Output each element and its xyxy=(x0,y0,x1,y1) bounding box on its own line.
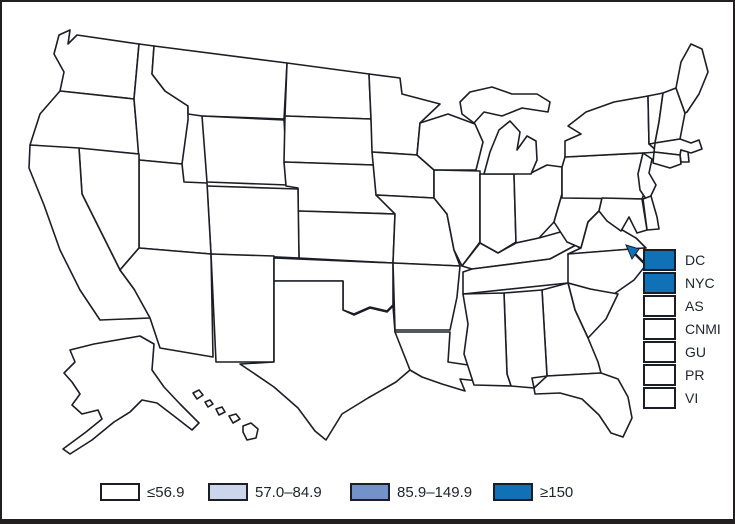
contiguous-states xyxy=(28,29,709,441)
territory-row-as: AS xyxy=(643,295,721,317)
legend-item-1: ≤56.9 xyxy=(100,483,184,501)
territory-box-cnmi xyxy=(643,318,676,340)
state-nm xyxy=(210,253,275,363)
legend-swatch-1 xyxy=(100,483,140,501)
alaska xyxy=(62,335,200,455)
territory-label-nyc: NYC xyxy=(685,275,715,291)
hawaii-island xyxy=(192,389,204,400)
state-fl xyxy=(533,372,633,438)
territory-box-as xyxy=(643,295,676,317)
legend-label-2: 57.0–84.9 xyxy=(255,483,322,501)
territory-row-nyc: NYC xyxy=(643,272,721,294)
legend-item-4: ≥150 xyxy=(493,483,573,501)
state-co xyxy=(206,185,300,259)
legend-label-4: ≥150 xyxy=(540,483,574,501)
legend-label-1: ≤56.9 xyxy=(147,483,185,501)
state-wa xyxy=(53,29,140,100)
territory-row-gu: GU xyxy=(643,341,721,363)
territory-box-vi xyxy=(643,387,676,409)
state-ms xyxy=(462,292,512,387)
state-wi xyxy=(416,113,484,171)
state-ut xyxy=(138,159,212,255)
state-pa xyxy=(561,152,647,200)
territory-row-vi: VI xyxy=(643,387,721,409)
state-oh xyxy=(513,164,563,244)
territory-box-pr xyxy=(643,364,676,386)
state-me xyxy=(675,43,709,114)
state-sd xyxy=(283,115,375,166)
state-md xyxy=(598,197,648,234)
territory-label-cnmi: CNMI xyxy=(685,321,721,337)
territory-box-gu xyxy=(643,341,676,363)
state-in xyxy=(479,173,517,254)
state-la xyxy=(394,331,479,392)
hawaii-island xyxy=(215,406,226,416)
territory-row-cnmi: CNMI xyxy=(643,318,721,340)
legend-swatch-2 xyxy=(208,483,248,501)
territory-row-dc: DC xyxy=(643,249,721,271)
state-tx xyxy=(239,280,411,441)
state-or xyxy=(29,90,140,155)
legend-swatch-3 xyxy=(350,483,390,501)
territory-box-nyc xyxy=(643,272,676,294)
legend: ≤56.9 57.0–84.9 85.9–149.9 ≥150 xyxy=(2,483,733,507)
territory-label-as: AS xyxy=(685,298,704,314)
state-nd xyxy=(284,62,372,120)
legend-label-3: 85.9–149.9 xyxy=(397,483,473,501)
legend-item-2: 57.0–84.9 xyxy=(208,483,322,501)
state-nj xyxy=(637,152,657,203)
territory-row-pr: PR xyxy=(643,364,721,386)
hawaii-island xyxy=(204,399,214,408)
hawaii-island xyxy=(242,422,259,441)
state-mi-lower xyxy=(483,120,538,175)
state-ct xyxy=(652,151,682,169)
legend-swatch-4 xyxy=(493,483,533,501)
territory-list: DC NYC AS CNMI GU PR VI xyxy=(643,249,721,409)
territory-label-vi: VI xyxy=(685,390,699,406)
hawaii-islands xyxy=(192,389,259,441)
state-wy xyxy=(201,115,289,186)
state-mi-upper xyxy=(459,86,551,124)
state-ny xyxy=(564,95,659,158)
territory-label-gu: GU xyxy=(685,344,706,360)
legend-item-3: 85.9–149.9 xyxy=(350,483,472,501)
state-ak xyxy=(62,335,200,455)
territory-box-dc xyxy=(643,249,676,271)
state-ks xyxy=(297,210,396,264)
hawaii-island xyxy=(228,413,241,424)
territory-label-pr: PR xyxy=(685,367,705,383)
state-al xyxy=(503,289,548,389)
state-ar xyxy=(392,262,461,331)
territory-label-dc: DC xyxy=(685,252,706,268)
